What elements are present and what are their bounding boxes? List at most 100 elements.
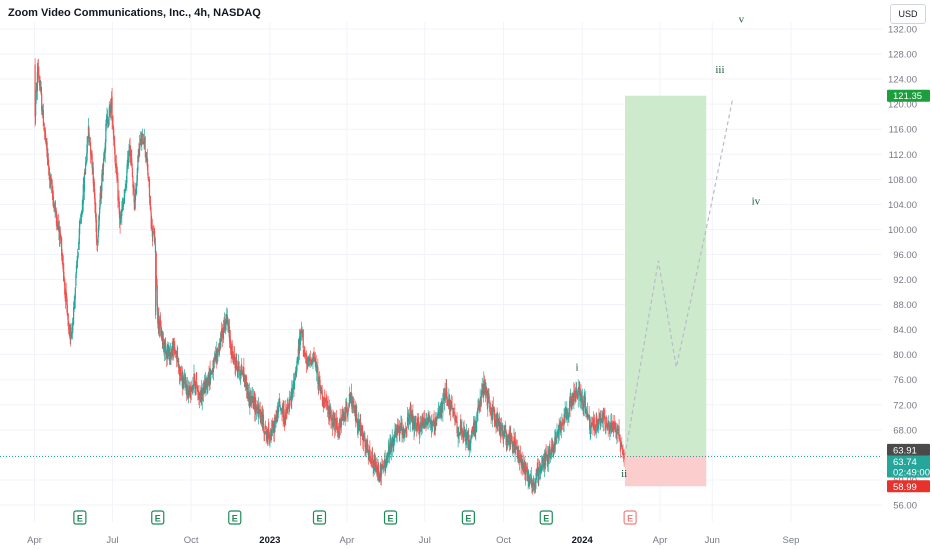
candle: [75, 264, 78, 274]
candle: [474, 419, 476, 431]
candle: [306, 362, 308, 364]
candle: [538, 468, 541, 470]
candle: [243, 367, 245, 379]
candle: [405, 428, 407, 429]
y-tick-label: 72.00: [893, 400, 917, 411]
candle: [578, 387, 580, 390]
candle: [515, 439, 517, 448]
candle: [147, 164, 149, 176]
candle: [94, 202, 96, 214]
candle: [105, 124, 107, 142]
candle: [356, 414, 358, 423]
candle: [156, 285, 158, 306]
candle: [420, 422, 422, 425]
candle: [301, 329, 303, 333]
currency-button[interactable]: USD: [890, 4, 926, 24]
candle: [489, 408, 492, 409]
candle: [469, 442, 471, 445]
candle: [233, 354, 235, 358]
candle: [505, 434, 507, 437]
earnings-marker: [461, 510, 475, 525]
candle: [143, 142, 145, 144]
candle: [88, 136, 91, 143]
candle: [369, 450, 371, 459]
candle: [79, 225, 81, 227]
candle: [535, 472, 537, 483]
candle: [38, 80, 41, 86]
candle: [492, 407, 494, 419]
candle: [284, 418, 286, 422]
candle: [222, 326, 225, 340]
candle: [307, 362, 309, 365]
last-price-badge-text: 63.74: [893, 457, 917, 468]
earnings-marker-label: E: [77, 514, 83, 524]
y-tick-label: 96.00: [893, 250, 917, 261]
candle: [561, 422, 563, 424]
candle: [410, 408, 412, 412]
candle: [393, 442, 395, 447]
candle: [280, 407, 283, 411]
candle: [51, 181, 53, 185]
candle: [221, 328, 224, 338]
candle: [108, 118, 110, 123]
candle: [238, 372, 241, 374]
candle: [431, 426, 433, 430]
candle: [298, 337, 300, 354]
candle: [125, 185, 127, 186]
candle: [615, 429, 617, 433]
candle: [149, 199, 151, 204]
candle: [384, 459, 386, 468]
candle: [265, 426, 267, 435]
candle: [619, 437, 621, 441]
candle: [471, 426, 474, 432]
candle: [112, 124, 114, 130]
candle: [423, 417, 425, 422]
candle: [513, 436, 516, 451]
candle: [95, 219, 98, 239]
wave-label: i: [576, 361, 579, 373]
stop-price-badge: [887, 480, 930, 493]
candle: [520, 455, 522, 466]
candle: [435, 417, 437, 423]
x-tick-label: Jun: [705, 535, 720, 546]
candle: [259, 411, 261, 414]
candle: [74, 287, 76, 299]
candle: [532, 482, 535, 486]
candle: [41, 93, 43, 112]
candle: [606, 424, 608, 426]
candle: [279, 401, 281, 406]
candle: [442, 398, 444, 413]
candle: [406, 416, 409, 426]
candle: [199, 391, 201, 400]
candle: [438, 410, 440, 413]
candle: [302, 329, 304, 349]
candle: [56, 227, 58, 229]
candle: [231, 343, 233, 352]
candle: [589, 419, 591, 430]
candle: [151, 225, 153, 226]
candle: [470, 435, 472, 444]
candle: [145, 152, 147, 161]
candle: [455, 417, 458, 423]
candle: [123, 198, 125, 204]
candle: [527, 477, 529, 482]
candle: [341, 414, 343, 422]
candle: [234, 360, 236, 369]
x-tick-label: Jul: [419, 535, 431, 546]
candle: [201, 391, 203, 401]
candle: [387, 455, 389, 459]
candle: [502, 432, 504, 437]
candle: [364, 437, 366, 447]
candle: [86, 153, 88, 163]
candle: [78, 228, 80, 245]
candle: [148, 179, 151, 198]
candle: [357, 420, 360, 431]
candle: [39, 83, 41, 89]
candle: [268, 431, 270, 438]
candle: [368, 451, 370, 457]
candle: [475, 428, 477, 431]
candle: [212, 359, 214, 373]
candle: [229, 339, 232, 350]
candle: [262, 414, 265, 425]
